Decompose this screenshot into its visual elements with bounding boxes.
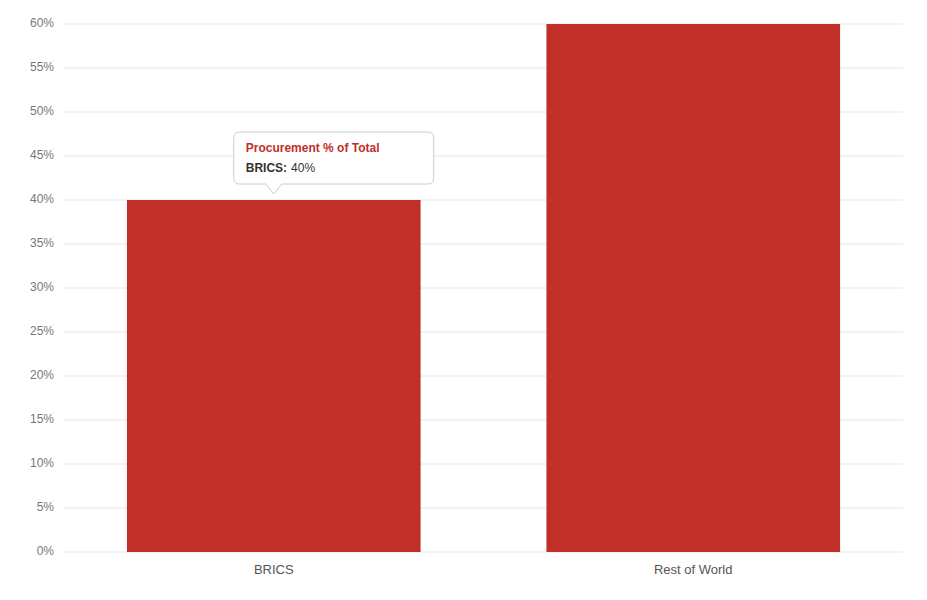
tooltip: Procurement % of Total BRICS: 40% [234,132,434,194]
y-tick-label: 20% [30,368,54,382]
y-axis: 0% 5% 10% 15% 20% 25% 30% 35% 40% 45% 50% 55% 60% [30,16,54,558]
y-tick-label: 5% [37,500,55,514]
bars [127,24,840,552]
x-tick-label: Rest of World [654,562,733,577]
chart-svg: 0% 5% 10% 15% 20% 25% 30% 35% 40% 45% 50% 55% 60% BRI… [0,0,927,600]
tooltip-box [234,132,434,194]
y-tick-label: 0% [37,544,55,558]
y-tick-label: 35% [30,236,54,250]
x-tick-label: BRICS [254,562,294,577]
bar [127,200,421,552]
y-tick-label: 15% [30,412,54,426]
y-tick-label: 55% [30,60,54,74]
tooltip-label: BRICS: [246,161,287,175]
y-tick-label: 50% [30,104,54,118]
y-tick-label: 60% [30,16,54,30]
y-tick-label: 40% [30,192,54,206]
chart-container: 0% 5% 10% 15% 20% 25% 30% 35% 40% 45% 50% 55% 60% BRI… [0,0,927,600]
y-tick-label: 10% [30,456,54,470]
grid [64,24,903,552]
y-tick-label: 30% [30,280,54,294]
tooltip-value: 40% [291,161,315,175]
bar [546,24,840,552]
x-axis: BRICS Rest of World [254,562,733,577]
y-tick-label: 45% [30,148,54,162]
y-tick-label: 25% [30,324,54,338]
tooltip-title: Procurement % of Total [246,141,380,155]
